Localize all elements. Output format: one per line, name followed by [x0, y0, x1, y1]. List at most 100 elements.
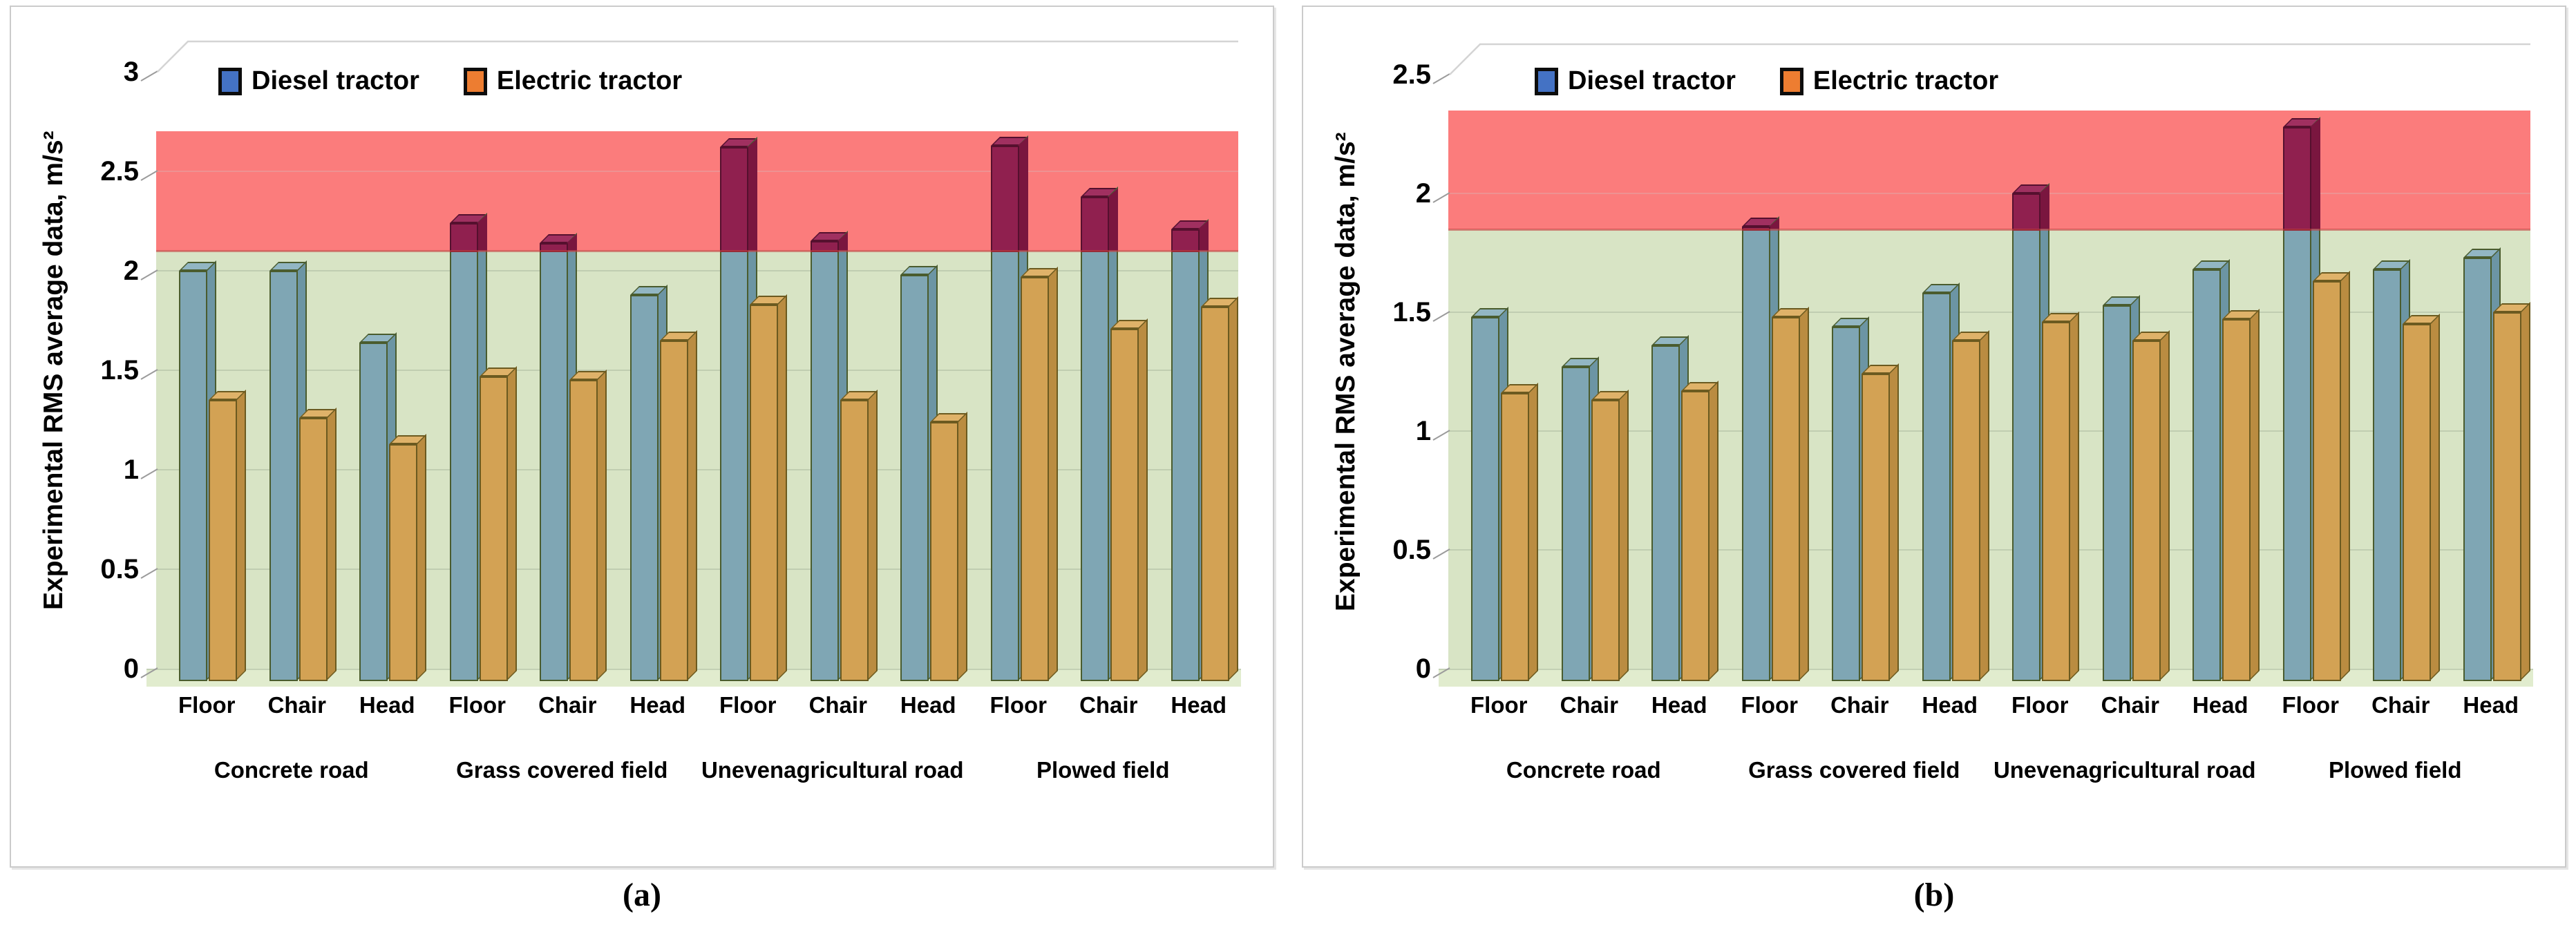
- x-tick-label: Chair: [2101, 692, 2159, 718]
- bar-over-limit-side: [1198, 220, 1209, 251]
- legend-swatch-diesel: [218, 67, 242, 95]
- gridline: [156, 469, 1238, 470]
- bar-side-face: [2430, 314, 2440, 681]
- safe-zone: [156, 251, 1238, 669]
- y-tick-label: 2: [123, 256, 139, 286]
- x-tick-label: Floor: [1741, 692, 1798, 718]
- legend-label-electric: Electric tractor: [1812, 66, 1999, 95]
- x-tick-label: Head: [1922, 692, 1978, 718]
- bar-side-face: [957, 411, 967, 681]
- bar-diesel: [2373, 269, 2401, 681]
- bar-diesel: [2193, 269, 2221, 681]
- bar-side-face: [1799, 306, 1809, 681]
- group-label: Grass covered field: [456, 757, 668, 783]
- bar-diesel: [2012, 193, 2040, 681]
- bar-electric: [1681, 390, 1710, 681]
- legend-label-diesel: Diesel tractor: [252, 66, 419, 95]
- bar-electric: [660, 340, 688, 681]
- bar-diesel: [1742, 227, 1770, 681]
- gridline: [156, 171, 1238, 172]
- x-tick-label: Head: [629, 692, 686, 718]
- bar-side-face: [1618, 390, 1629, 681]
- legend-swatch-diesel: [1535, 67, 1558, 95]
- bar-diesel: [900, 274, 929, 681]
- y-tick-label: 2: [1415, 178, 1431, 209]
- bar-over-limit-front: [1081, 197, 1109, 253]
- bar-electric: [389, 443, 417, 681]
- x-tick-label: Floor: [719, 692, 777, 718]
- bar-electric: [2222, 319, 2251, 681]
- bar-side-face: [1979, 330, 1989, 681]
- x-tick-label: Head: [2463, 692, 2519, 718]
- x-tick-label: Head: [1651, 692, 1707, 718]
- bar-electric: [1501, 392, 1529, 681]
- bar-side-face: [1528, 382, 1538, 681]
- chart-panel-b: Experimental RMS average data, m/s² 0 0.5 1…: [1302, 6, 2566, 868]
- bar-diesel: [811, 240, 839, 681]
- bar-over-limit-side: [2310, 117, 2320, 229]
- bar-electric: [569, 380, 598, 681]
- y-tick-label: 3: [123, 57, 139, 87]
- legend-swatch-electric: [463, 67, 487, 95]
- bar-side-face: [2069, 311, 2079, 681]
- bar-side-face: [1888, 363, 1899, 681]
- bar-electric: [299, 418, 328, 681]
- bar-electric: [1772, 316, 1800, 681]
- gridline: [156, 270, 1238, 271]
- bar-over-limit-side: [477, 213, 487, 251]
- bar-diesel: [630, 294, 659, 681]
- bar-side-face: [1708, 380, 1718, 681]
- legend-swatch-electric: [1779, 67, 1803, 95]
- bar-over-limit-front: [991, 145, 1019, 253]
- bar-over-limit-side: [2039, 184, 2049, 229]
- bar-side-face: [1228, 296, 1238, 681]
- bar-electric: [2042, 321, 2070, 681]
- x-tick-label: Floor: [448, 692, 506, 718]
- bar-over-limit-front: [2012, 193, 2040, 231]
- danger-zone: [156, 131, 1238, 251]
- bar-side-face: [2520, 302, 2530, 681]
- gridline: [1448, 430, 2530, 432]
- bar-side-face: [777, 294, 787, 681]
- bar-diesel: [179, 271, 207, 681]
- caption-a: (a): [623, 877, 661, 913]
- group-label: Unevenagricultural road: [1993, 757, 2256, 783]
- group-label: Plowed field: [1036, 757, 1170, 783]
- y-tick-label: 0.5: [1392, 535, 1431, 565]
- gridline: [1448, 193, 2530, 194]
- gridline: [1448, 312, 2530, 313]
- y-tick-label: 2.5: [1392, 59, 1431, 90]
- bar-diesel: [1471, 316, 1499, 681]
- x-tick-label: Chair: [1830, 692, 1889, 718]
- bar-diesel: [1922, 293, 1951, 681]
- bar-electric: [2132, 341, 2161, 681]
- caption-b: (b): [1913, 877, 1955, 913]
- bar-side-face: [2159, 330, 2170, 681]
- y-tick-label: 2.5: [100, 156, 139, 187]
- gridline: [1448, 549, 2530, 551]
- group-label: Concrete road: [1506, 757, 1661, 783]
- bar-side-face: [326, 408, 337, 681]
- bar-side-face: [867, 390, 878, 681]
- bar-over-limit-side: [747, 138, 757, 251]
- gridline: [156, 370, 1238, 371]
- bar-diesel: [2103, 305, 2131, 681]
- bar-diesel: [1832, 326, 1860, 681]
- legend: Diesel tractor Electric tractor: [1535, 66, 1998, 96]
- x-tick-label: Head: [1171, 692, 1227, 718]
- bar-electric: [1952, 341, 1980, 681]
- y-tick-label: 0.5: [100, 554, 139, 584]
- bar-electric: [2403, 324, 2431, 681]
- exposure-threshold-line: [1448, 228, 2530, 231]
- x-tick-label: Floor: [1470, 692, 1528, 718]
- y-tick-label: 1.5: [100, 355, 139, 385]
- bar-diesel: [450, 222, 478, 681]
- bar-electric: [1021, 276, 1049, 681]
- legend: Diesel tractor Electric tractor: [218, 66, 682, 96]
- bar-diesel: [540, 242, 568, 681]
- gridline: [156, 569, 1238, 570]
- bar-diesel: [1081, 197, 1109, 681]
- group-label: Grass covered field: [1748, 757, 1960, 783]
- x-tick-label: Chair: [808, 692, 867, 718]
